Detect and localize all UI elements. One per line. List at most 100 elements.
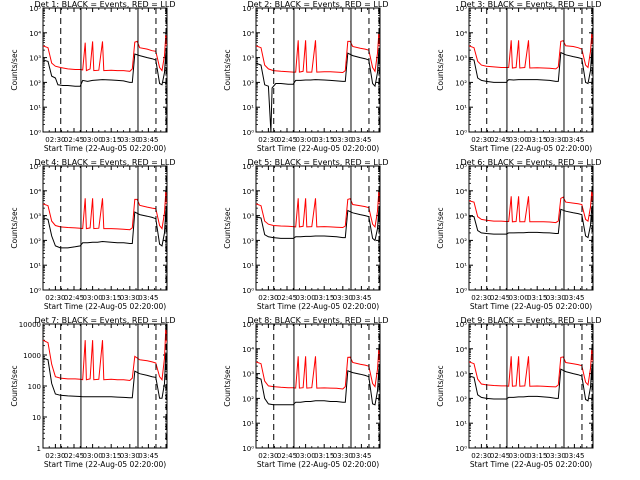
x-tick-label: 03:15 bbox=[101, 136, 121, 144]
y-tick-label: 10⁰ bbox=[242, 445, 254, 453]
x-tick-label: 02:45 bbox=[490, 294, 510, 302]
x-tick-label: 03:00 bbox=[509, 136, 529, 144]
y-tick-label: 10² bbox=[242, 79, 254, 87]
y-tick-label: 10³ bbox=[242, 213, 254, 221]
y-tick-label: 10⁵ bbox=[242, 163, 254, 171]
y-axis-label: Counts/sec bbox=[10, 365, 19, 406]
x-tick-label: 03:00 bbox=[83, 294, 103, 302]
y-tick-label: 10² bbox=[242, 237, 254, 245]
chart-panel-5: Det 5: BLACK = Events, RED = LLD 10⁰ 10¹ 10… bbox=[223, 158, 388, 311]
x-tick-label: 03:15 bbox=[527, 136, 547, 144]
y-axis-label: Counts/sec bbox=[436, 365, 445, 406]
x-tick-label: 03:15 bbox=[527, 452, 547, 460]
x-tick-label: 02:30 bbox=[258, 294, 278, 302]
y-tick-label: 1 bbox=[37, 445, 41, 453]
chart-title: Det 4: BLACK = Events, RED = LLD bbox=[35, 158, 176, 167]
x-tick-label: 02:45 bbox=[490, 452, 510, 460]
y-tick-label: 10⁰ bbox=[455, 129, 467, 137]
x-tick-label: 03:30 bbox=[120, 136, 140, 144]
series-line-events bbox=[469, 207, 593, 239]
x-tick-label: 03:45 bbox=[351, 452, 371, 460]
x-tick-label: 03:30 bbox=[546, 136, 566, 144]
y-axis-label: Counts/sec bbox=[436, 49, 445, 90]
x-axis-label: Start Time (22-Aug-05 02:20:00) bbox=[257, 460, 379, 469]
y-tick-label: 10⁵ bbox=[29, 163, 41, 171]
x-tick-label: 03:00 bbox=[509, 294, 529, 302]
x-tick-label: 03:30 bbox=[333, 452, 353, 460]
y-tick-label: 10¹ bbox=[242, 420, 254, 428]
y-tick-label: 10³ bbox=[455, 371, 467, 379]
series-line-lld bbox=[469, 190, 593, 224]
plot-frame bbox=[255, 7, 381, 133]
x-tick-label: 03:45 bbox=[564, 452, 584, 460]
x-axis-label: Start Time (22-Aug-05 02:20:00) bbox=[44, 302, 166, 311]
y-tick-label: 10⁵ bbox=[455, 321, 467, 329]
series-line-lld bbox=[469, 33, 593, 70]
y-tick-label: 10⁴ bbox=[242, 346, 254, 354]
y-tick-label: 10⁴ bbox=[29, 30, 41, 38]
y-tick-label: 10² bbox=[455, 395, 467, 403]
y-axis-label: Counts/sec bbox=[436, 207, 445, 248]
y-axis-label: Counts/sec bbox=[223, 365, 232, 406]
y-tick-label: 10⁰ bbox=[242, 287, 254, 295]
x-tick-label: 02:30 bbox=[471, 136, 491, 144]
x-tick-label: 02:45 bbox=[64, 452, 84, 460]
x-tick-label: 03:00 bbox=[83, 452, 103, 460]
y-tick-label: 10³ bbox=[455, 55, 467, 63]
y-axis-label: Counts/sec bbox=[10, 49, 19, 90]
x-tick-label: 02:30 bbox=[45, 136, 65, 144]
chart-panel-9: Det 9: BLACK = Events, RED = LLD 10⁰ 10¹ 10… bbox=[436, 316, 601, 469]
x-tick-label: 03:00 bbox=[296, 136, 316, 144]
x-tick-label: 03:15 bbox=[101, 452, 121, 460]
plot-frame bbox=[468, 7, 594, 133]
y-tick-label: 10⁵ bbox=[455, 163, 467, 171]
y-tick-label: 10⁰ bbox=[455, 445, 467, 453]
y-tick-label: 10¹ bbox=[242, 262, 254, 270]
y-tick-label: 100 bbox=[28, 383, 41, 391]
x-axis-label: Start Time (22-Aug-05 02:20:00) bbox=[257, 144, 379, 153]
x-tick-label: 03:00 bbox=[509, 452, 529, 460]
plot-frame bbox=[42, 7, 168, 133]
x-axis-label: Start Time (22-Aug-05 02:20:00) bbox=[257, 302, 379, 311]
y-tick-label: 10⁴ bbox=[242, 30, 254, 38]
x-tick-label: 03:45 bbox=[138, 294, 158, 302]
series-line-events bbox=[469, 51, 593, 85]
x-axis-label: Start Time (22-Aug-05 02:20:00) bbox=[470, 460, 592, 469]
y-tick-label: 10¹ bbox=[455, 420, 467, 428]
chart-title: Det 6: BLACK = Events, RED = LLD bbox=[461, 158, 602, 167]
y-tick-label: 10³ bbox=[242, 371, 254, 379]
series-line-events bbox=[256, 209, 380, 242]
chart-title: Det 5: BLACK = Events, RED = LLD bbox=[248, 158, 389, 167]
series-line-lld bbox=[256, 349, 380, 390]
y-tick-label: 10⁴ bbox=[29, 188, 41, 196]
y-axis-label: Counts/sec bbox=[223, 49, 232, 90]
y-tick-label: 10⁰ bbox=[29, 129, 41, 137]
y-axis-label: Counts/sec bbox=[10, 207, 19, 248]
chart-title: Det 9: BLACK = Events, RED = LLD bbox=[461, 316, 602, 325]
x-tick-label: 03:15 bbox=[314, 136, 334, 144]
x-tick-label: 03:15 bbox=[314, 452, 334, 460]
x-axis-label: Start Time (22-Aug-05 02:20:00) bbox=[470, 144, 592, 153]
series-line-events bbox=[43, 53, 167, 87]
series-line-events bbox=[43, 210, 167, 249]
x-tick-label: 03:30 bbox=[120, 452, 140, 460]
y-tick-label: 10² bbox=[455, 79, 467, 87]
chart-title: Det 7: BLACK = Events, RED = LLD bbox=[35, 316, 176, 325]
x-tick-label: 02:30 bbox=[258, 452, 278, 460]
x-tick-label: 03:45 bbox=[138, 452, 158, 460]
x-tick-label: 03:30 bbox=[546, 452, 566, 460]
y-tick-label: 10³ bbox=[29, 213, 41, 221]
x-tick-label: 02:45 bbox=[64, 294, 84, 302]
chart-panel-1: Det 1: BLACK = Events, RED = LLD 10⁰ 10¹ 10… bbox=[10, 0, 175, 153]
x-tick-label: 03:45 bbox=[564, 294, 584, 302]
chart-panel-8: Det 8: BLACK = Events, RED = LLD 10⁰ 10¹ 10… bbox=[223, 316, 388, 469]
x-tick-label: 02:45 bbox=[277, 294, 297, 302]
x-axis-label: Start Time (22-Aug-05 02:20:00) bbox=[44, 144, 166, 153]
x-tick-label: 03:45 bbox=[564, 136, 584, 144]
y-tick-label: 10⁴ bbox=[455, 346, 467, 354]
x-tick-label: 03:45 bbox=[351, 294, 371, 302]
chart-title: Det 3: BLACK = Events, RED = LLD bbox=[461, 0, 602, 9]
y-tick-label: 10¹ bbox=[455, 104, 467, 112]
series-line-events bbox=[43, 352, 167, 399]
plot-frame bbox=[42, 165, 168, 291]
